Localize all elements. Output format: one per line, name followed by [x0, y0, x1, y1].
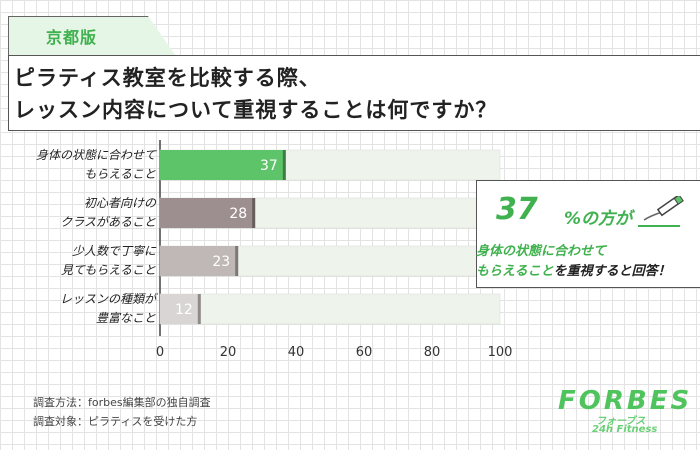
brand-logo-kana: フォーブス: [596, 416, 646, 427]
bar-value-label-3: 12: [175, 302, 193, 318]
region-tab: [8, 16, 176, 56]
region-label: 京都版: [46, 28, 98, 47]
category-label-3-line-0: レッスンの種類が: [59, 292, 156, 306]
bar-value-label-2: 23: [212, 254, 230, 270]
category-label-2-line-1: 見てもらえること: [60, 263, 156, 277]
bar-track-3: [159, 293, 501, 325]
chart-title-line-2: レッスン内容について重視することは何ですか？: [14, 98, 498, 122]
title-box-edge: [600, 55, 700, 131]
x-tick-label-3: 60: [356, 345, 373, 360]
category-label-3: レッスンの種類が豊富なこと: [6, 290, 156, 328]
bar-end-shade-1: [252, 198, 256, 228]
survey-target: 調査対象：ピラティスを受けた方: [33, 415, 198, 428]
category-label-1-line-0: 初心者向けの: [83, 196, 156, 210]
callout-percent-suffix: %の方が: [564, 209, 633, 229]
pencil-icon: [638, 196, 684, 227]
bar-end-shade-2: [235, 246, 239, 276]
category-label-2-line-0: 少人数で丁寧に: [71, 244, 156, 258]
category-label-3-line-1: 豊富なこと: [95, 311, 156, 325]
bar-0: [160, 150, 286, 180]
bar-1: [160, 198, 256, 228]
x-tick-label-5: 100: [488, 345, 513, 360]
category-label-1: 初心者向けのクラスがあること: [6, 194, 156, 232]
category-label-0-line-0: 身体の状態に合わせて: [35, 148, 156, 162]
category-label-0: 身体の状態に合わせてもらえること: [6, 146, 156, 184]
x-tick-label-1: 20: [220, 345, 237, 360]
callout-percent: 37: [496, 192, 538, 227]
x-tick-label-0: 0: [156, 345, 164, 360]
category-label-1-line-1: クラスがあること: [60, 215, 156, 229]
callout-line-1: 身体の状態に合わせて: [476, 244, 607, 259]
bar-3: [160, 294, 201, 324]
bar-end-shade-3: [197, 294, 201, 324]
callout-line-2-rest: を重視すると回答！: [553, 264, 671, 279]
title-box: [8, 55, 600, 131]
bar-end-shade-0: [282, 150, 286, 180]
bar-2: [160, 246, 239, 276]
brand-logo-sub: 24h Fitness: [592, 424, 658, 435]
callout-line-2-highlight: もらえること: [476, 264, 554, 279]
callout-box: [476, 180, 700, 288]
category-label-2: 少人数で丁寧に見てもらえること: [6, 242, 156, 280]
bar-value-label-0: 37: [260, 158, 278, 174]
x-tick-label-2: 40: [288, 345, 305, 360]
bar-value-label-1: 28: [229, 206, 247, 222]
brand-logo: FORBES: [558, 386, 693, 416]
x-tick-label-4: 80: [424, 345, 441, 360]
category-label-0-line-1: もらえること: [84, 167, 156, 181]
callout-line-2: もらえることを重視すると回答！: [476, 260, 671, 279]
survey-method: 調査方法：forbes編集部の独自調査: [33, 396, 211, 409]
chart-title-line-1: ピラティス教室を比較する際、: [14, 66, 321, 90]
